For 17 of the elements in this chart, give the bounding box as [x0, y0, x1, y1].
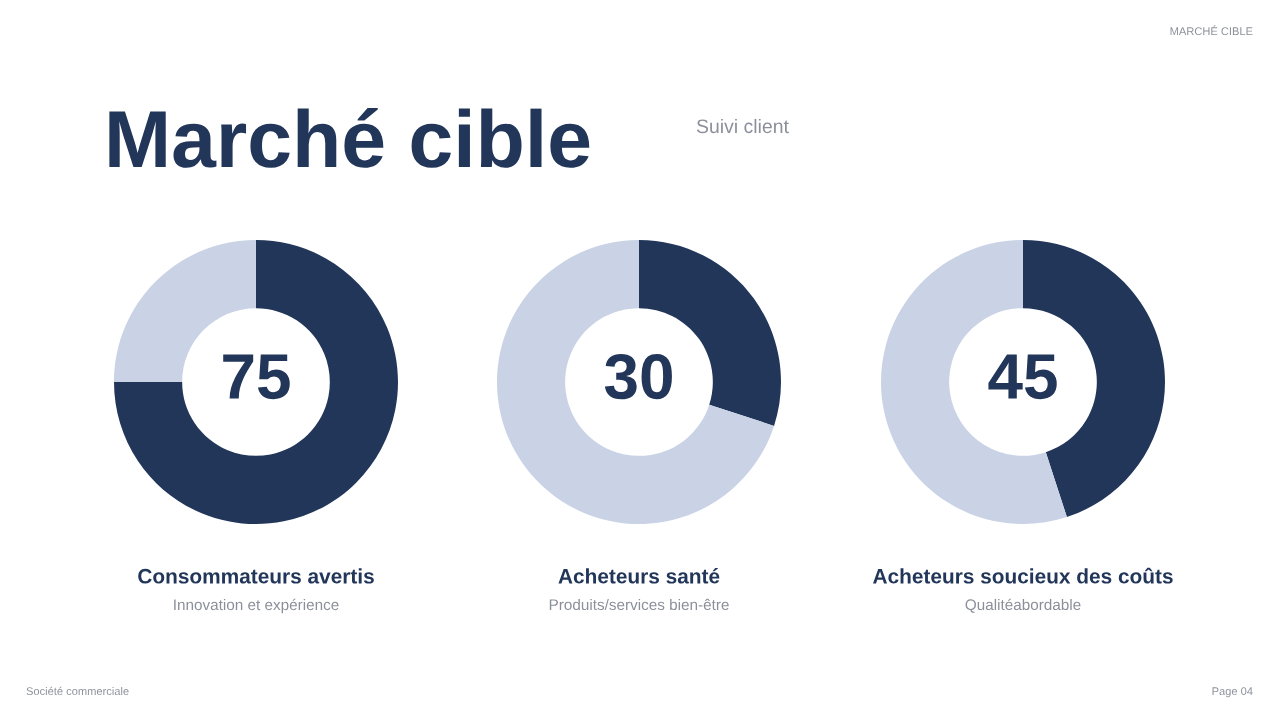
text: Qualitéabordable	[965, 598, 1081, 613]
text: Marché cible	[109, 107, 590, 168]
text: Acheteurs santé	[558, 568, 720, 584]
text: Page 04	[1212, 687, 1253, 698]
text: Produits/services bien-être	[549, 598, 729, 611]
donut-slice	[497, 240, 775, 524]
data-label: 75	[223, 354, 290, 400]
text: Consommateurs avertis	[138, 568, 374, 584]
data-label: 30	[604, 353, 672, 400]
data-label: 45	[988, 354, 1057, 400]
donut-slice	[114, 240, 398, 524]
donut-slice	[881, 240, 1067, 524]
text: Acheteurs soucieux des coûts	[873, 567, 1173, 584]
text: MARCHÉ CIBLE	[1170, 25, 1253, 36]
text: Suivi client	[696, 118, 789, 134]
text: Innovation et expérience	[174, 598, 339, 614]
text: Société commerciale	[26, 686, 129, 696]
